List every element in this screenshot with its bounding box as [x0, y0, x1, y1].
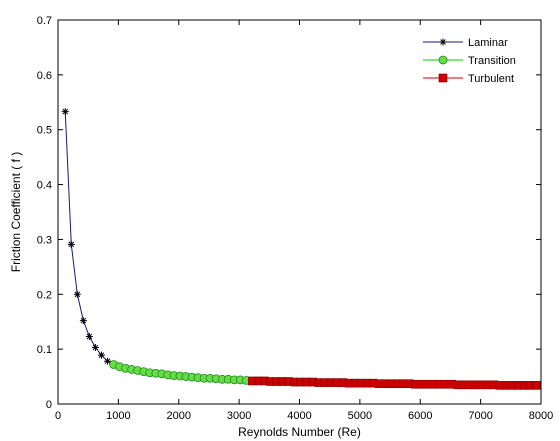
x-axis-label: Reynolds Number (Re): [238, 425, 361, 439]
data-point: [73, 290, 81, 298]
y-tick-label: 0: [46, 399, 52, 411]
y-tick-label: 0.4: [37, 180, 52, 192]
series-turbulent: [248, 376, 541, 390]
x-tick-label: 3000: [227, 410, 251, 422]
series-layer: [61, 108, 541, 390]
legend-marker: [439, 38, 447, 46]
x-tick-label: 8000: [529, 410, 553, 422]
y-tick-label: 0.6: [37, 70, 52, 82]
legend-item-transition: Transition: [423, 55, 516, 67]
series-laminar: [61, 108, 114, 365]
legend-marker: [438, 73, 448, 83]
legend-items: Laminar Transition Turbulent: [423, 37, 516, 85]
y-axis-label: Friction Coefficient ( f ): [9, 152, 23, 272]
y-tick-label: 0.7: [37, 15, 52, 27]
legend-item-laminar: Laminar: [423, 37, 508, 49]
x-tick-label: 2000: [167, 410, 191, 422]
data-point: [91, 343, 99, 351]
series-line: [64, 111, 114, 365]
x-tick-label: 1000: [106, 410, 130, 422]
x-tick-label: 7000: [468, 410, 492, 422]
x-tick-label: 6000: [408, 410, 432, 422]
data-point: [97, 351, 105, 359]
x-tick-label: 4000: [287, 410, 311, 422]
series-transition: [109, 360, 253, 385]
data-point: [61, 108, 69, 116]
y-tick-label: 0.1: [37, 344, 52, 356]
legend-label: Laminar: [468, 37, 508, 49]
data-point: [85, 333, 93, 341]
data-point: [67, 240, 75, 248]
data-point: [531, 381, 541, 390]
data-point: [79, 317, 87, 325]
legend-marker: [438, 55, 448, 65]
x-tick-label: 5000: [348, 410, 372, 422]
axis-ticks: 0 1000 2000 3000 4000 5000 6000 7000 8000 0 0.1 0.2…: [37, 15, 554, 422]
y-tick-label: 0.2: [37, 289, 52, 301]
y-tick-label: 0.3: [37, 234, 52, 246]
legend-item-turbulent: Turbulent: [423, 73, 514, 85]
legend-label: Turbulent: [468, 73, 514, 85]
data-point: [104, 357, 112, 365]
legend: Laminar Transition Turbulent: [418, 32, 536, 90]
x-tick-label: 0: [55, 410, 61, 422]
y-tick-label: 0.5: [37, 125, 52, 137]
legend-label: Transition: [468, 55, 516, 67]
